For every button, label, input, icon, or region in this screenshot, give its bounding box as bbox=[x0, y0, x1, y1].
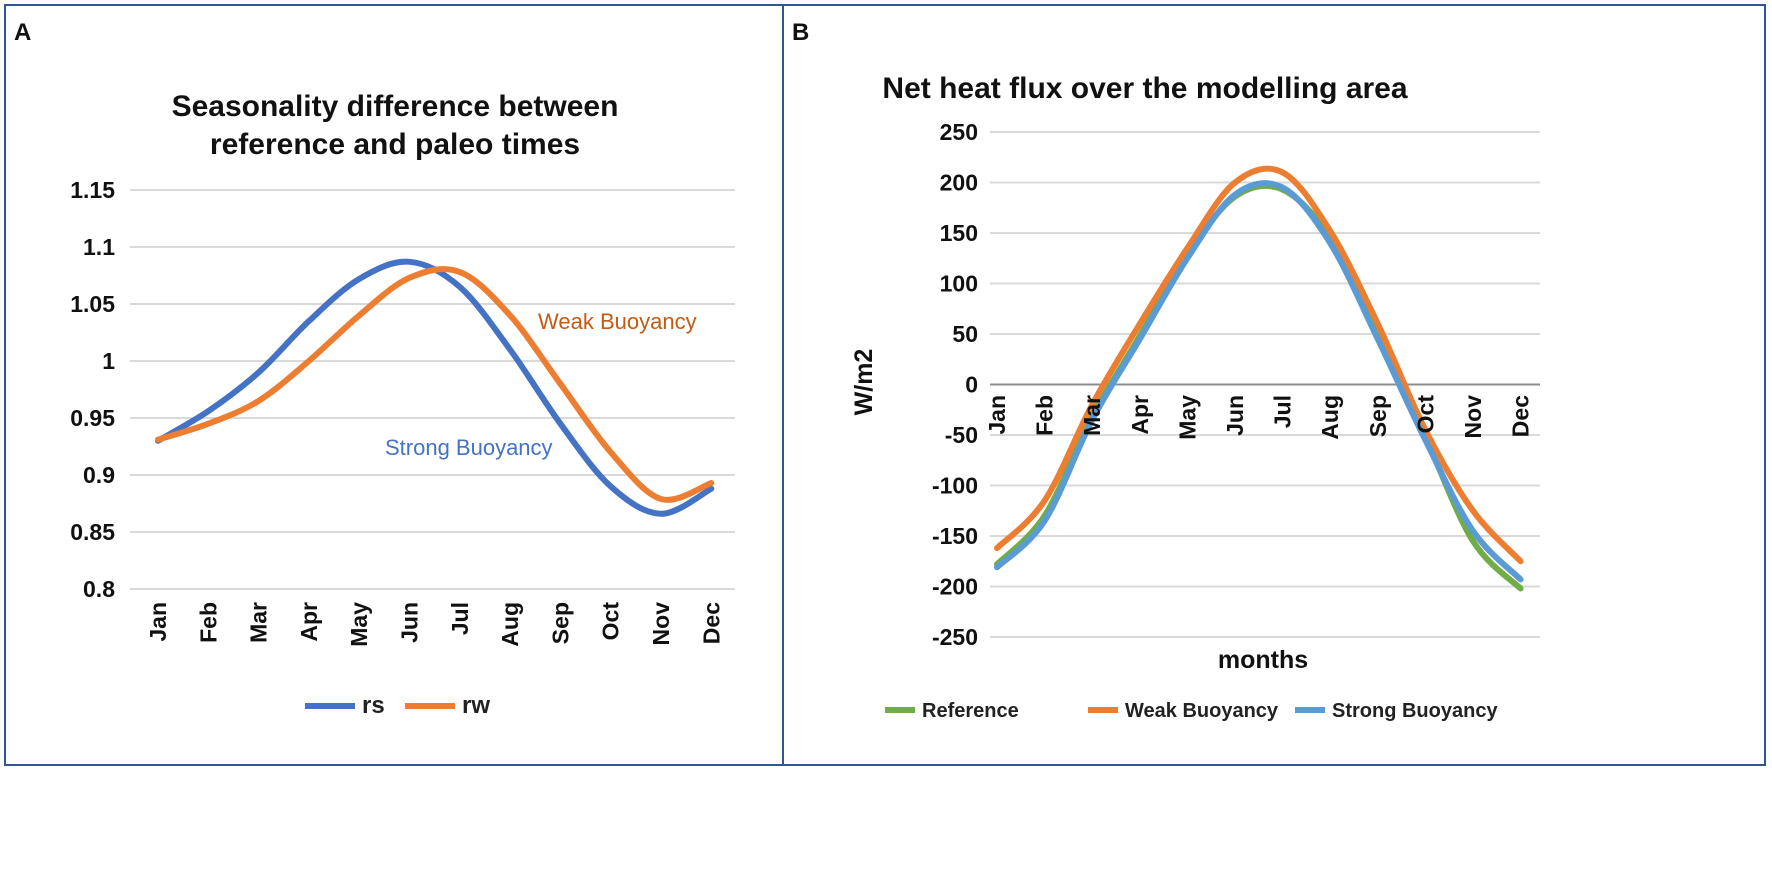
x-tick-label: Jun bbox=[1222, 395, 1248, 436]
x-tick-label: May bbox=[1174, 395, 1200, 440]
panel-b: B Net heat flux over the modelling area … bbox=[792, 19, 1540, 722]
x-tick-label: Jul bbox=[1270, 395, 1296, 428]
series-line-rw bbox=[155, 266, 715, 503]
x-tick-label: Feb bbox=[1032, 395, 1058, 436]
x-tick-label: Oct bbox=[1412, 395, 1438, 434]
x-tick-label: Mar bbox=[1079, 395, 1105, 436]
legend-label: Weak Buoyancy bbox=[1125, 700, 1279, 722]
x-tick-label: Aug bbox=[497, 602, 523, 647]
series-line-reference bbox=[994, 182, 1524, 592]
y-axis-label: W/m2 bbox=[850, 349, 878, 416]
x-tick-label: Sep bbox=[547, 602, 573, 644]
panel-a-title-line-2: reference and paleo times bbox=[210, 128, 580, 161]
series-line-rs bbox=[155, 258, 715, 517]
x-tick-label: Nov bbox=[648, 602, 674, 646]
y-tick-label: 0.9 bbox=[83, 462, 115, 488]
y-tick-label: 0 bbox=[965, 372, 978, 398]
legend-label: rs bbox=[362, 692, 385, 719]
x-tick-label: Apr bbox=[1127, 395, 1153, 435]
y-tick-label: 100 bbox=[940, 271, 978, 297]
series-line-weak-buoyancy bbox=[994, 165, 1524, 565]
x-tick-label: Dec bbox=[1508, 395, 1534, 437]
x-tick-label: Aug bbox=[1317, 395, 1343, 440]
panel-b-title: Net heat flux over the modelling area bbox=[882, 72, 1407, 105]
y-tick-label: -200 bbox=[932, 574, 978, 600]
x-tick-label: Jul bbox=[447, 602, 473, 635]
panel-a-title-line-1: Seasonality difference between bbox=[172, 90, 619, 123]
x-tick-label: Dec bbox=[698, 602, 724, 644]
panel-b-label: B bbox=[792, 19, 809, 46]
y-tick-label: 0.8 bbox=[83, 576, 115, 602]
y-tick-label: -150 bbox=[932, 523, 978, 549]
y-tick-label: 150 bbox=[940, 220, 978, 246]
legend-label: Reference bbox=[922, 700, 1019, 722]
x-tick-label: Jan bbox=[984, 395, 1010, 435]
series-line-strong-buoyancy bbox=[994, 180, 1524, 583]
y-tick-label: -50 bbox=[945, 422, 978, 448]
y-tick-label: -100 bbox=[932, 473, 978, 499]
panel-b-border bbox=[782, 4, 1766, 766]
annotation-strong-buoyancy: Strong Buoyancy bbox=[385, 435, 553, 460]
y-tick-label: 200 bbox=[940, 170, 978, 196]
x-tick-label: Oct bbox=[598, 602, 624, 641]
y-tick-label: -250 bbox=[932, 624, 978, 650]
x-tick-label: Apr bbox=[296, 602, 322, 642]
annotation-weak-buoyancy: Weak Buoyancy bbox=[538, 309, 697, 334]
x-axis-label: months bbox=[1218, 646, 1308, 674]
y-tick-label: 50 bbox=[952, 321, 978, 347]
x-tick-label: May bbox=[346, 602, 372, 647]
x-tick-label: Mar bbox=[246, 602, 272, 643]
y-tick-label: 1.15 bbox=[70, 177, 115, 203]
y-tick-label: 1.05 bbox=[70, 291, 115, 317]
y-tick-label: 0.95 bbox=[70, 405, 115, 431]
x-tick-label: Feb bbox=[195, 602, 221, 643]
x-tick-label: Nov bbox=[1460, 395, 1486, 439]
panel-a: A Seasonality difference between referen… bbox=[14, 19, 735, 719]
y-tick-label: 1 bbox=[102, 348, 115, 374]
x-tick-label: Jan bbox=[145, 602, 171, 642]
legend-label: rw bbox=[462, 692, 490, 719]
x-tick-label: Sep bbox=[1365, 395, 1391, 437]
x-tick-label: Jun bbox=[397, 602, 423, 643]
y-tick-label: 250 bbox=[940, 119, 978, 145]
panel-a-label: A bbox=[14, 19, 31, 46]
y-tick-label: 1.1 bbox=[83, 234, 115, 260]
y-tick-label: 0.85 bbox=[70, 519, 115, 545]
legend-label: Strong Buoyancy bbox=[1332, 700, 1498, 722]
